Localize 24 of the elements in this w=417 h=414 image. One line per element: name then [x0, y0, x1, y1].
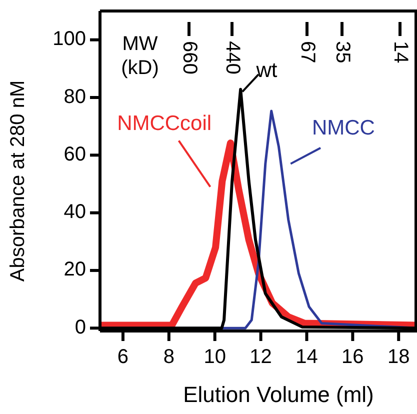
y-tick-label: 100	[52, 28, 86, 50]
annotation: 35	[332, 41, 354, 64]
x-tick-label: 18	[388, 346, 410, 368]
annotation: 440	[222, 41, 244, 74]
y-tick-label: 0	[74, 316, 86, 338]
x-tick-label: 6	[117, 346, 129, 368]
x-tick-label: 10	[204, 346, 226, 368]
y-tick-label: 60	[64, 143, 86, 166]
y-axis-title: Absorbance at 280 nM	[7, 80, 29, 282]
annotation: MW (kD)	[121, 33, 159, 79]
y-tick-label: 80	[64, 86, 86, 108]
y-tick-label: 20	[64, 258, 86, 281]
x-tick-label: 8	[163, 346, 174, 368]
legend-label: wt	[255, 59, 278, 82]
series-label: NMCC	[312, 116, 375, 140]
annotation: 67	[296, 41, 319, 64]
y-tick-label: 40	[64, 201, 86, 224]
x-tick-label: 16	[342, 346, 364, 368]
x-tick-label: 14	[296, 346, 318, 368]
annotation: 660	[178, 41, 201, 74]
series-label: NMCCcoil	[117, 112, 212, 136]
annotation: 14	[390, 41, 412, 64]
x-axis-title: Elution Volume (ml)	[183, 382, 374, 407]
x-tick-label: 12	[250, 346, 272, 368]
